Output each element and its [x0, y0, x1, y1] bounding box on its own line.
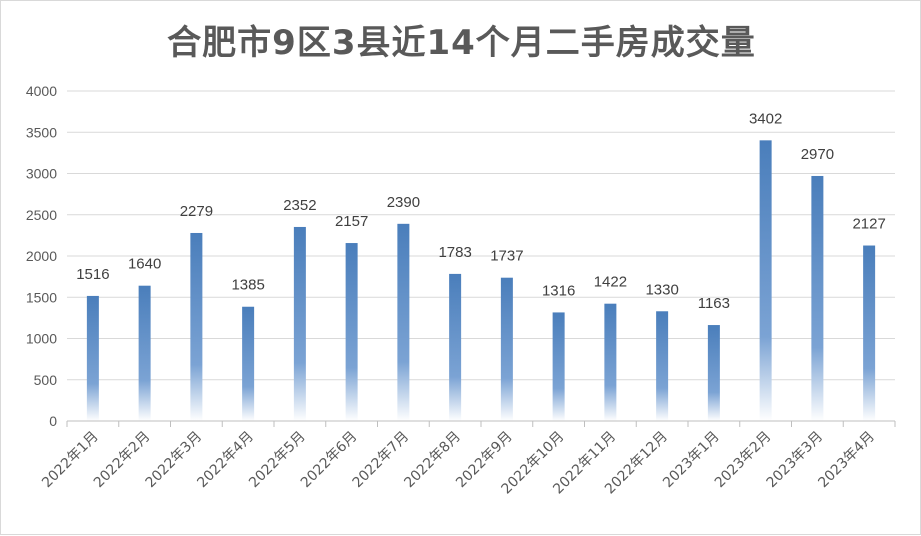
data-label: 1516: [76, 266, 109, 283]
bar: [656, 311, 669, 421]
data-label: 1330: [645, 281, 678, 298]
data-label: 1316: [542, 282, 575, 299]
bar: [552, 312, 565, 421]
y-tick-label: 1500: [26, 289, 57, 305]
data-label: 1163: [698, 295, 730, 312]
y-tick-label: 2500: [26, 207, 57, 223]
data-label: 1737: [490, 248, 523, 265]
y-tick-label: 1000: [26, 331, 57, 347]
data-label: 1385: [231, 277, 264, 294]
data-label: 3402: [749, 110, 782, 127]
bar: [242, 306, 255, 421]
data-label: 2127: [852, 216, 885, 233]
bar: [86, 295, 99, 421]
bar: [293, 226, 306, 421]
bar: [190, 232, 203, 421]
bar: [811, 175, 824, 421]
bar: [138, 285, 151, 421]
data-label: 2279: [180, 203, 213, 220]
bar: [759, 140, 772, 421]
bar: [345, 243, 358, 421]
bar: [604, 303, 617, 421]
bars: [86, 140, 876, 421]
data-label: 2390: [387, 194, 420, 211]
data-label: 2157: [335, 213, 368, 230]
y-tick-label: 3500: [26, 124, 57, 140]
data-label: 2352: [283, 197, 316, 214]
bar: [449, 273, 462, 421]
y-tick-label: 0: [49, 413, 57, 429]
data-label: 1640: [128, 256, 161, 273]
bar: [863, 245, 876, 421]
data-label: 1783: [438, 244, 471, 261]
data-label: 1422: [594, 274, 627, 291]
data-label: 2970: [801, 146, 834, 163]
gridlines: [67, 90, 895, 381]
y-tick-label: 3000: [26, 166, 57, 182]
chart-title: 合肥市9区3县近14个月二手房成交量: [167, 23, 756, 63]
bar: [707, 325, 720, 421]
y-tick-label: 2000: [26, 248, 57, 264]
category-label: 2023年4月: [815, 429, 878, 492]
bar: [397, 223, 410, 421]
axes: [66, 420, 896, 427]
y-tick-label: 500: [34, 372, 58, 388]
y-tick-label: 4000: [26, 83, 57, 99]
bar: [500, 277, 513, 421]
